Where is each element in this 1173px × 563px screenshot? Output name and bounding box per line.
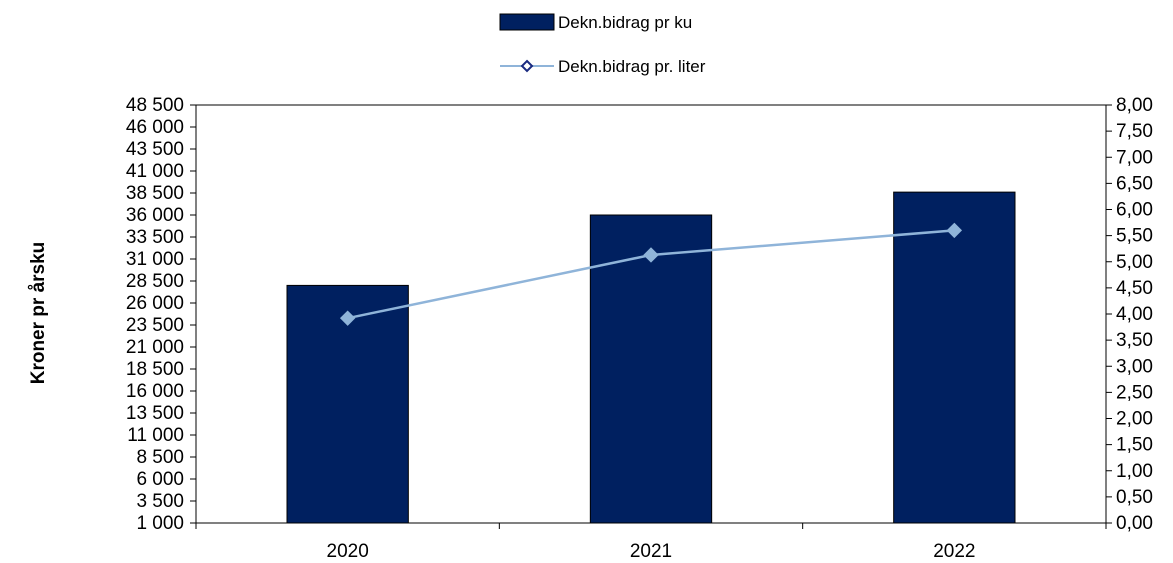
- y-tick-label: 13 500: [126, 403, 184, 424]
- bar-2021: [589, 214, 713, 524]
- y-tick-label: 16 000: [126, 381, 184, 402]
- y2-tick-label: 7,00: [1116, 147, 1153, 168]
- y-tick-label: 33 500: [126, 227, 184, 248]
- y-tick-label: 28 500: [126, 271, 184, 292]
- x-tick-label: 2021: [630, 541, 672, 562]
- y-tick-label: 21 000: [126, 337, 184, 358]
- y2-tick-label: 5,50: [1116, 226, 1153, 247]
- y-tick-label: 23 500: [126, 315, 184, 336]
- y-axis-title: Kroner pr årsku: [28, 242, 49, 385]
- line-point-2022: [946, 222, 963, 239]
- bar-2022: [893, 191, 1016, 524]
- y2-tick-label: 7,50: [1116, 121, 1153, 142]
- y-tick-label: 48 500: [126, 95, 184, 116]
- x-tick-label: 2020: [327, 541, 369, 562]
- y2-tick-label: 4,50: [1116, 278, 1153, 299]
- y2-tick-label: 3,00: [1116, 356, 1153, 377]
- y2-tick-label: 8,00: [1116, 95, 1153, 116]
- y-tick-label: 38 500: [126, 183, 184, 204]
- y2-tick-label: 1,50: [1116, 435, 1153, 456]
- line-point-2021: [643, 247, 659, 263]
- y2-tick-label: 1,00: [1116, 461, 1153, 482]
- y-tick-label: 6 000: [136, 469, 184, 490]
- y-tick-label: 26 000: [126, 293, 184, 314]
- y-tick-label: 46 000: [126, 117, 184, 138]
- y-tick-label: 43 500: [126, 139, 184, 160]
- legend-marker-diamond: [520, 59, 534, 73]
- legend-label-line: Dekn.bidrag pr. liter: [558, 57, 706, 76]
- line-point-2020: [339, 310, 356, 326]
- x-tick-label: 2022: [933, 541, 975, 562]
- y-tick-label: 18 500: [126, 359, 184, 380]
- y-tick-label: 11 000: [127, 425, 184, 446]
- legend-label-bar: Dekn.bidrag pr ku: [558, 13, 692, 32]
- legend-swatch-bar: [499, 13, 555, 31]
- y2-tick-label: 3,50: [1116, 330, 1153, 351]
- y-tick-label: 3 500: [136, 491, 184, 512]
- y2-tick-label: 0,50: [1116, 487, 1153, 508]
- y2-tick-label: 2,50: [1116, 382, 1153, 403]
- legend: Dekn.bidrag pr ku Dekn.bidrag pr. liter: [499, 13, 706, 76]
- y-tick-label: 8 500: [136, 447, 184, 468]
- y2-tick-label: 0,00: [1116, 513, 1153, 534]
- y2-tick-label: 4,00: [1116, 304, 1153, 325]
- y2-tick-label: 2,00: [1116, 409, 1153, 430]
- y2-tick-label: 5,00: [1116, 252, 1153, 273]
- y-tick-label: 31 000: [126, 249, 184, 270]
- y2-tick-label: 6,50: [1116, 173, 1153, 194]
- y2-tick-label: 6,00: [1116, 200, 1153, 221]
- y-tick-label: 1 000: [136, 513, 184, 534]
- y-tick-label: 36 000: [126, 205, 184, 226]
- y-tick-label: 41 000: [126, 161, 184, 182]
